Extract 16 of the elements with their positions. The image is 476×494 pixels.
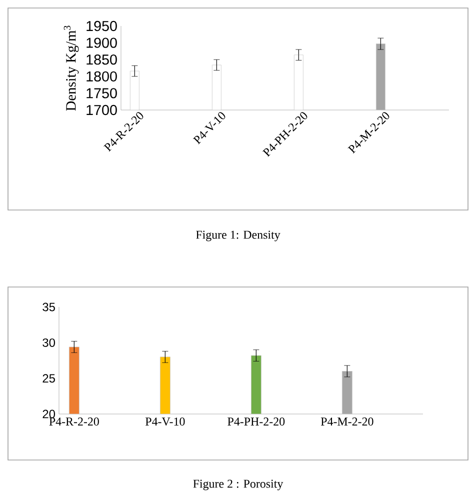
y-axis-title: Density Kg/m$^{3}$ bbox=[64, 26, 79, 111]
x-tick-label: P4-V-10 bbox=[145, 418, 185, 426]
y-tick-label: 35 bbox=[42, 302, 55, 312]
x-tick-label: P4-M-2-20 bbox=[320, 418, 374, 426]
y-tick-label: 30 bbox=[42, 338, 56, 347]
y-tick-label: 20 bbox=[42, 410, 56, 418]
caption: Figure 2 : Porosity bbox=[193, 480, 284, 490]
y-tick-label: 25 bbox=[42, 374, 55, 383]
x-tick-label: P4-PH-2-20 bbox=[228, 418, 285, 426]
y-tick-label: 1750 bbox=[86, 88, 117, 98]
y-tick-label: 1950 bbox=[86, 20, 117, 32]
caption: Figure 1: Density bbox=[196, 230, 280, 242]
x-tick-label: P4-R-2-20 bbox=[49, 418, 99, 426]
y-tick-label: 1850 bbox=[86, 54, 117, 65]
y-tick-label: 1900 bbox=[86, 38, 117, 48]
y-tick-label: 1800 bbox=[86, 71, 117, 82]
